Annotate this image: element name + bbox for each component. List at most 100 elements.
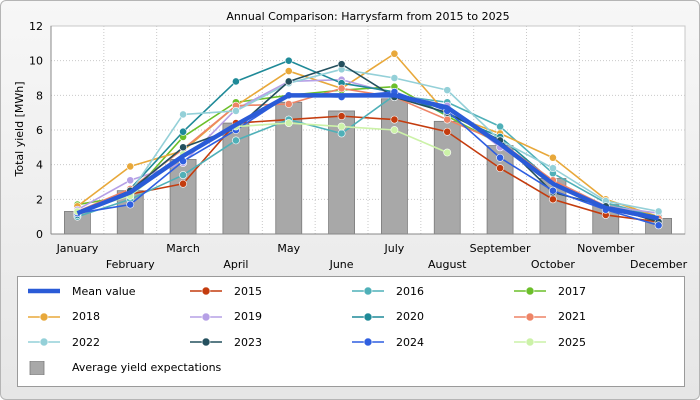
legend-item: Average yield expectations [26, 358, 221, 378]
legend-item: 2025 [512, 332, 586, 352]
point-2020 [232, 77, 240, 86]
y-tick-label: 6 [36, 124, 43, 137]
point-2015 [496, 164, 504, 173]
legend-item: 2018 [26, 307, 100, 327]
point-2024 [654, 221, 663, 230]
point-2016 [179, 171, 187, 179]
y-tick-label: 12 [29, 20, 43, 33]
point-2025 [284, 119, 293, 127]
point-2021 [337, 84, 346, 93]
legend-item: 2022 [26, 332, 100, 352]
x-tick-label: May [277, 242, 300, 255]
point-2015 [179, 179, 187, 188]
point-2015 [337, 112, 346, 121]
series-line-2022 [77, 68, 659, 214]
y-tick-label: 0 [36, 228, 43, 241]
legend-swatch [514, 337, 546, 347]
point-2023 [337, 60, 346, 69]
legend-item: 2023 [188, 332, 262, 352]
legend-label: 2017 [558, 284, 586, 298]
x-tick-label: March [166, 242, 200, 255]
legend-swatch [28, 288, 60, 294]
point-2025 [443, 148, 452, 157]
point-2018 [284, 67, 293, 75]
point-2018 [126, 162, 135, 171]
point-2024 [549, 186, 557, 195]
point-2022 [232, 107, 240, 115]
legend-swatch [190, 337, 222, 347]
y-tick-label: 4 [36, 159, 43, 172]
legend-swatch [190, 286, 222, 296]
series-line-2023 [77, 63, 659, 223]
bar-average-yield [169, 159, 197, 235]
point-2021 [284, 100, 293, 108]
x-tick-label: June [329, 258, 354, 271]
x-tick-label: February [106, 258, 155, 271]
legend-label: 2019 [234, 310, 262, 323]
x-tick-label: July [384, 242, 405, 255]
legend-item: 2019 [188, 307, 262, 327]
bar-average-yield [486, 145, 514, 235]
bars [64, 98, 672, 235]
legend-item: 2024 [350, 332, 424, 352]
point-2016 [496, 122, 504, 131]
legend-label: Mean value [72, 284, 136, 298]
series-line-2015 [77, 115, 659, 223]
series-line-2021 [77, 87, 659, 220]
series-line-mean-value [76, 93, 660, 221]
point-2015 [390, 115, 399, 124]
legend-label: 2015 [234, 284, 262, 298]
legend-swatch [352, 337, 384, 347]
y-tick-label: 2 [36, 193, 43, 206]
point-2024 [496, 153, 504, 162]
legend-label: 2018 [72, 310, 100, 323]
y-tick-label: 8 [36, 89, 43, 102]
point-2022 [443, 86, 452, 95]
x-tick-labels: January February March April May June July Augu… [56, 242, 688, 271]
legend-swatch [28, 312, 60, 321]
point-2018 [390, 49, 399, 58]
legend-swatch [352, 286, 384, 296]
point-2022 [549, 164, 557, 173]
point-2022 [390, 74, 399, 82]
legend-item: 2020 [350, 307, 424, 327]
legend-item: 2016 [350, 281, 424, 301]
point-2016 [337, 129, 346, 138]
point-2021 [443, 115, 452, 124]
legend-item: 2021 [512, 307, 586, 327]
point-2024 [126, 200, 135, 209]
point-2025 [390, 126, 399, 134]
legend-label: 2024 [396, 335, 424, 349]
y-tick-label: 10 [29, 55, 43, 68]
legend-item: Mean value [26, 281, 136, 301]
point-2016 [232, 136, 240, 145]
series-lines [73, 49, 663, 230]
legend-label: 2025 [558, 335, 586, 349]
x-tick-label: August [428, 258, 467, 271]
legend-swatch [29, 360, 45, 375]
point-2025 [337, 122, 346, 131]
legend-label: Average yield expectations [72, 361, 222, 374]
point-2020 [284, 56, 293, 65]
x-tick-label: September [470, 242, 531, 255]
grid [51, 26, 685, 234]
point-2015 [549, 195, 557, 204]
legend-swatch [352, 312, 384, 321]
legend-swatch [514, 312, 546, 321]
y-axis-label: Total yield [MWh] [13, 82, 26, 178]
point-2018 [549, 153, 557, 162]
x-tick-label: April [223, 258, 248, 271]
point-2020 [179, 127, 187, 136]
legend-label: 2020 [396, 310, 424, 323]
legend-swatch [514, 286, 546, 296]
legend-swatch [190, 312, 222, 321]
legend-swatch [28, 337, 60, 347]
series-line-2018 [76, 52, 659, 218]
point-2023 [284, 77, 293, 86]
point-2019 [126, 176, 135, 185]
point-2022 [654, 207, 663, 216]
legend: Mean value 2015 2016 2017 2018 2019 2020 2021 20… [17, 276, 685, 387]
legend-item: 2017 [512, 281, 586, 301]
